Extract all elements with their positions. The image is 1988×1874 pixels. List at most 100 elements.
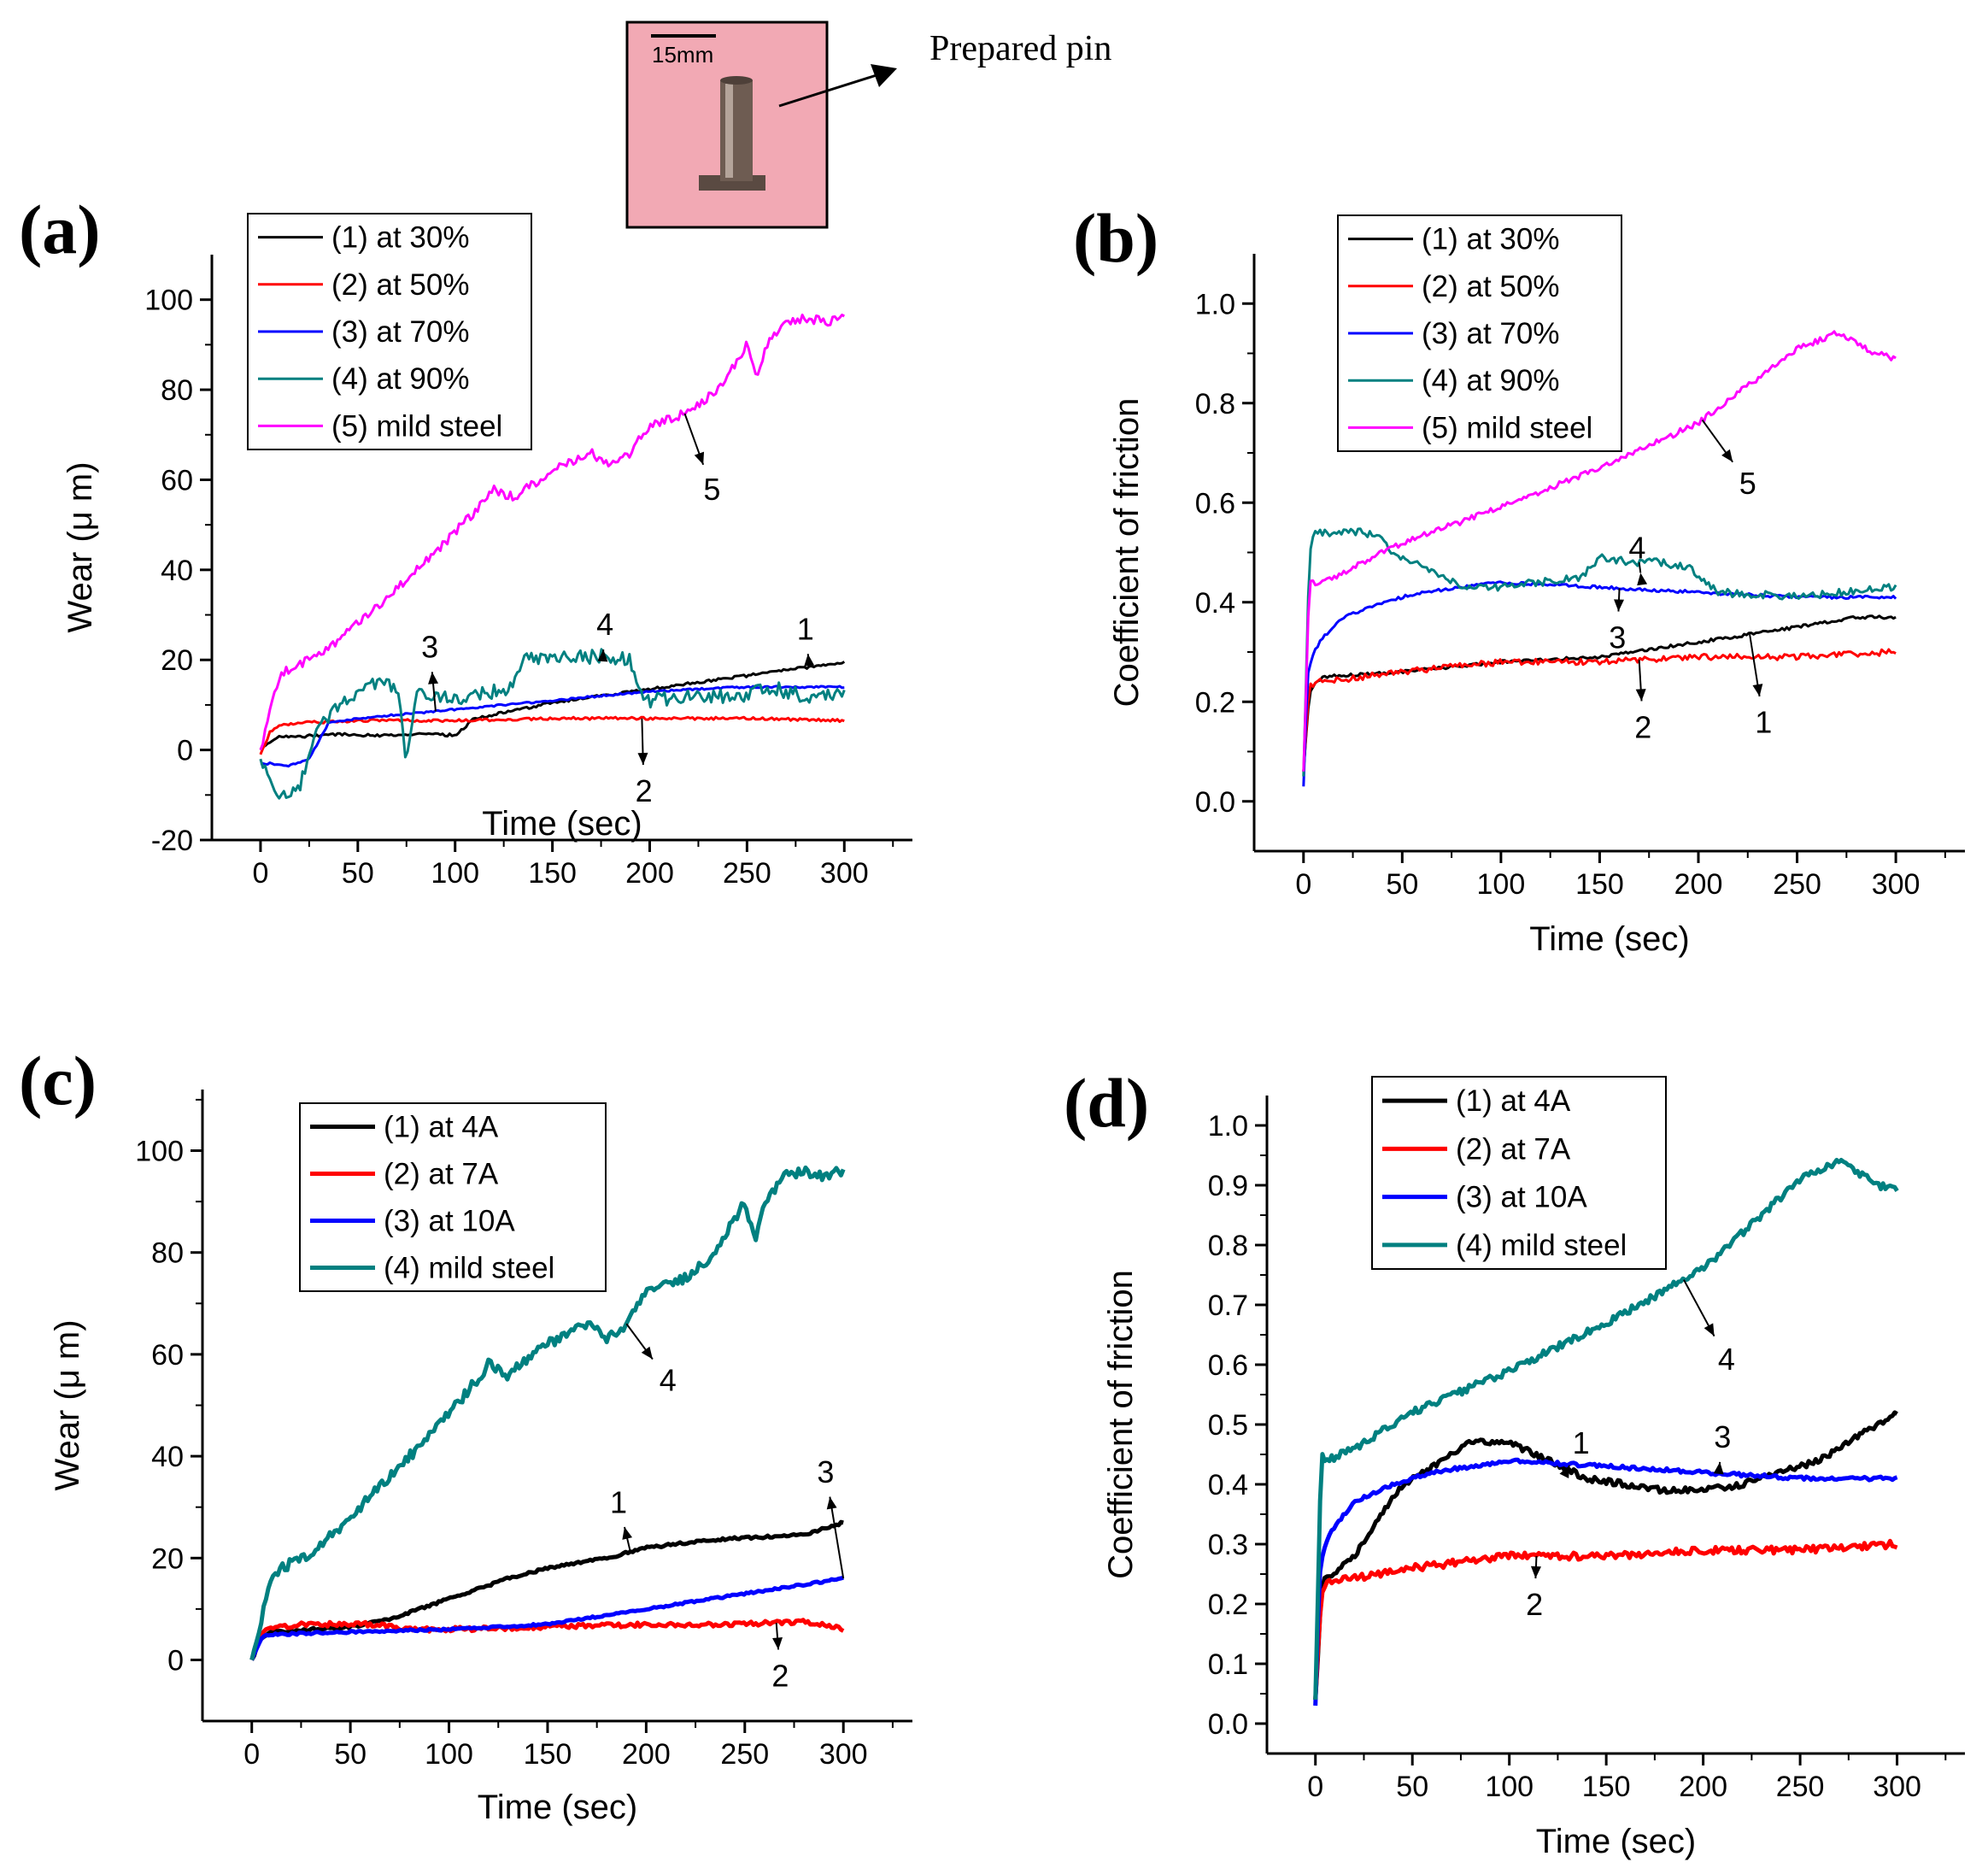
x-tick-label: 0	[1307, 1771, 1323, 1803]
annotation-arrowhead	[597, 649, 608, 662]
annotation-label-3: 3	[421, 629, 438, 664]
annotation-arrowhead	[637, 752, 648, 766]
annotation-arrowhead	[804, 654, 815, 667]
legend-label-1: (1) at 4A	[1456, 1084, 1571, 1118]
x-tick-label: 100	[1485, 1771, 1534, 1803]
x-tick-label: 50	[1396, 1771, 1428, 1803]
x-tick-label: 250	[723, 857, 771, 890]
x-tick-label: 50	[342, 857, 374, 890]
x-tick-label: 200	[1674, 868, 1723, 901]
y-tick-label: 0.6	[1208, 1349, 1248, 1382]
x-tick-label: 300	[1872, 868, 1921, 901]
y-tick-label: 1.0	[1195, 288, 1235, 320]
legend-label-5: (5) mild steel	[1422, 411, 1592, 444]
annotation-arrowhead	[1530, 1566, 1541, 1579]
x-tick-label: 0	[252, 857, 268, 890]
y-tick-label: 0	[167, 1644, 184, 1677]
y-tick-label: 20	[161, 644, 193, 677]
legend-label-5: (5) mild steel	[331, 409, 502, 443]
series-line-5	[1302, 330, 1897, 772]
series-line-3	[1302, 580, 1897, 787]
series-line-4	[249, 1165, 846, 1661]
annotation-label-4: 4	[596, 607, 613, 642]
x-tick-label: 100	[425, 1738, 473, 1771]
panel-label-d: (d)	[1064, 1064, 1149, 1142]
series-line-3	[249, 1575, 844, 1661]
x-tick-label: 300	[819, 1738, 868, 1771]
annotation-label-4: 4	[660, 1363, 677, 1398]
x-tick-label: 250	[720, 1738, 769, 1771]
annotation-label-5: 5	[1739, 466, 1756, 501]
y-tick-label: 60	[161, 464, 193, 496]
y-tick-label: 0.4	[1208, 1469, 1248, 1501]
y-tick-label: 0.4	[1195, 587, 1235, 620]
x-tick-label: 150	[1582, 1771, 1631, 1803]
chart-panel-b: 0 50 100 150 200 250 300 0.0 0.2 0.4 0.6 0.8 1.0 Time…	[1108, 214, 1965, 958]
series-line-1	[1302, 614, 1897, 772]
prepared-pin-inset: 15mm Prepared pin	[625, 21, 1111, 229]
annotation-arrowhead	[772, 1637, 783, 1650]
x-axis-label: Time (sec)	[482, 805, 642, 843]
y-tick-label: 0.6	[1195, 487, 1235, 520]
y-tick-label: 0.9	[1208, 1170, 1248, 1202]
x-tick-label: 50	[1386, 868, 1418, 901]
y-tick-label: 40	[151, 1441, 184, 1473]
pin-body	[720, 80, 753, 181]
x-axis-label: Time (sec)	[1536, 1823, 1696, 1860]
y-tick-label: 0.2	[1195, 686, 1235, 719]
annotation-label-1: 1	[797, 611, 814, 646]
annotation-label-2: 2	[1634, 709, 1651, 744]
y-axis-label: Coefficient of friction	[1102, 1270, 1140, 1579]
y-tick-label: 0.1	[1208, 1648, 1248, 1681]
series-line-5	[259, 314, 846, 751]
annotation-arrowhead	[1559, 1465, 1570, 1478]
y-axis-label: Wear (μ m)	[62, 461, 99, 632]
legend-label-1: (1) at 30%	[331, 221, 469, 255]
legend-box	[299, 1102, 607, 1292]
legend-label-3: (3) at 10A	[1456, 1181, 1587, 1214]
y-tick-label: -20	[151, 825, 193, 857]
annotation-label-1: 1	[610, 1485, 627, 1520]
legend-label-1: (1) at 30%	[1422, 223, 1559, 256]
y-tick-label: 100	[135, 1136, 184, 1168]
series-line-4	[1313, 1157, 1899, 1701]
legend-label-2: (2) at 50%	[331, 268, 469, 302]
x-tick-label: 100	[1477, 868, 1526, 901]
series-line-3	[260, 684, 845, 768]
y-tick-label: 0	[177, 735, 193, 767]
legend-label-1: (1) at 4A	[384, 1111, 499, 1144]
legend-label-3: (3) at 10A	[384, 1205, 515, 1238]
pin-highlight	[725, 84, 733, 178]
panel-label-b: (b)	[1073, 199, 1158, 277]
y-tick-label: 1.0	[1208, 1110, 1248, 1143]
annotation-label-2: 2	[636, 773, 653, 808]
panel-label-a: (a)	[19, 191, 101, 268]
legend-box	[1371, 1076, 1667, 1270]
legend-label-4: (4) mild steel	[384, 1252, 554, 1285]
y-axis-label: Coefficient of friction	[1108, 398, 1146, 708]
y-tick-label: 40	[161, 555, 193, 587]
legend-label-3: (3) at 70%	[1422, 317, 1559, 350]
annotation-arrowhead	[1614, 599, 1625, 612]
annotation-arrowhead	[1704, 1323, 1715, 1336]
series-line-2	[1313, 1538, 1898, 1701]
annotation-arrowhead	[1637, 573, 1648, 586]
legend-label-4: (4) at 90%	[1422, 364, 1559, 397]
y-tick-label: 0.3	[1208, 1529, 1248, 1561]
series-line-1	[259, 661, 846, 751]
legend-label-2: (2) at 7A	[1456, 1132, 1571, 1166]
callout-arrow	[778, 73, 877, 108]
y-tick-label: 0.0	[1208, 1708, 1248, 1741]
y-tick-label: 0.2	[1208, 1589, 1248, 1621]
x-tick-label: 50	[334, 1738, 367, 1771]
annotation-arrowhead	[1713, 1461, 1724, 1475]
y-tick-label: 20	[151, 1542, 184, 1575]
annotation-label-3: 3	[817, 1454, 834, 1489]
series-line-4	[259, 648, 846, 800]
x-tick-label: 100	[431, 857, 479, 890]
x-axis-label: Time (sec)	[478, 1789, 637, 1826]
y-tick-label: 100	[144, 285, 193, 317]
